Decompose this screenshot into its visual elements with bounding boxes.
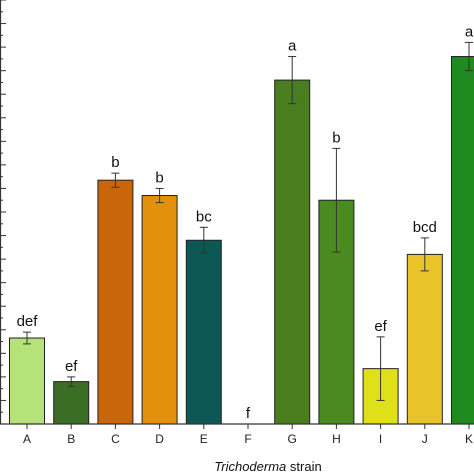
x-tick-label-A: A (23, 432, 31, 446)
significance-label-D: b (155, 169, 163, 186)
significance-label-G: a (288, 38, 297, 55)
x-axis-title-rest: strain (286, 459, 321, 474)
x-axis-title: Trichoderma strain (214, 459, 321, 474)
significance-label-I: ef (374, 318, 387, 335)
bar-C (97, 179, 134, 425)
bar-A (9, 337, 45, 425)
significance-label-J: bcd (413, 219, 437, 236)
significance-label-C: b (111, 154, 119, 171)
significance-label-E: bc (196, 208, 212, 225)
x-tick-label-H: H (332, 432, 341, 446)
x-tick-label-K: K (465, 432, 473, 446)
significance-label-H: b (332, 129, 340, 146)
x-tick-label-E: E (200, 432, 208, 446)
significance-label-B: ef (65, 358, 78, 375)
bar-J (406, 253, 443, 425)
x-tick-label-B: B (67, 432, 75, 446)
significance-label-A: def (17, 313, 39, 330)
bar-E (185, 239, 222, 425)
significance-label-F: f (246, 405, 251, 422)
bar-G (274, 79, 311, 425)
significance-label-K: a (465, 23, 474, 40)
x-axis-title-italic: Trichoderma (214, 459, 286, 474)
x-tick-label-C: C (111, 432, 120, 446)
bar-K (451, 56, 474, 425)
x-tick-label-G: G (288, 432, 297, 446)
x-tick-label-D: D (155, 432, 164, 446)
x-tick-label-I: I (379, 432, 382, 446)
bar-B (53, 381, 90, 425)
bar-D (141, 195, 178, 425)
x-tick-label-F: F (244, 432, 251, 446)
x-tick-label-J: J (422, 432, 428, 446)
